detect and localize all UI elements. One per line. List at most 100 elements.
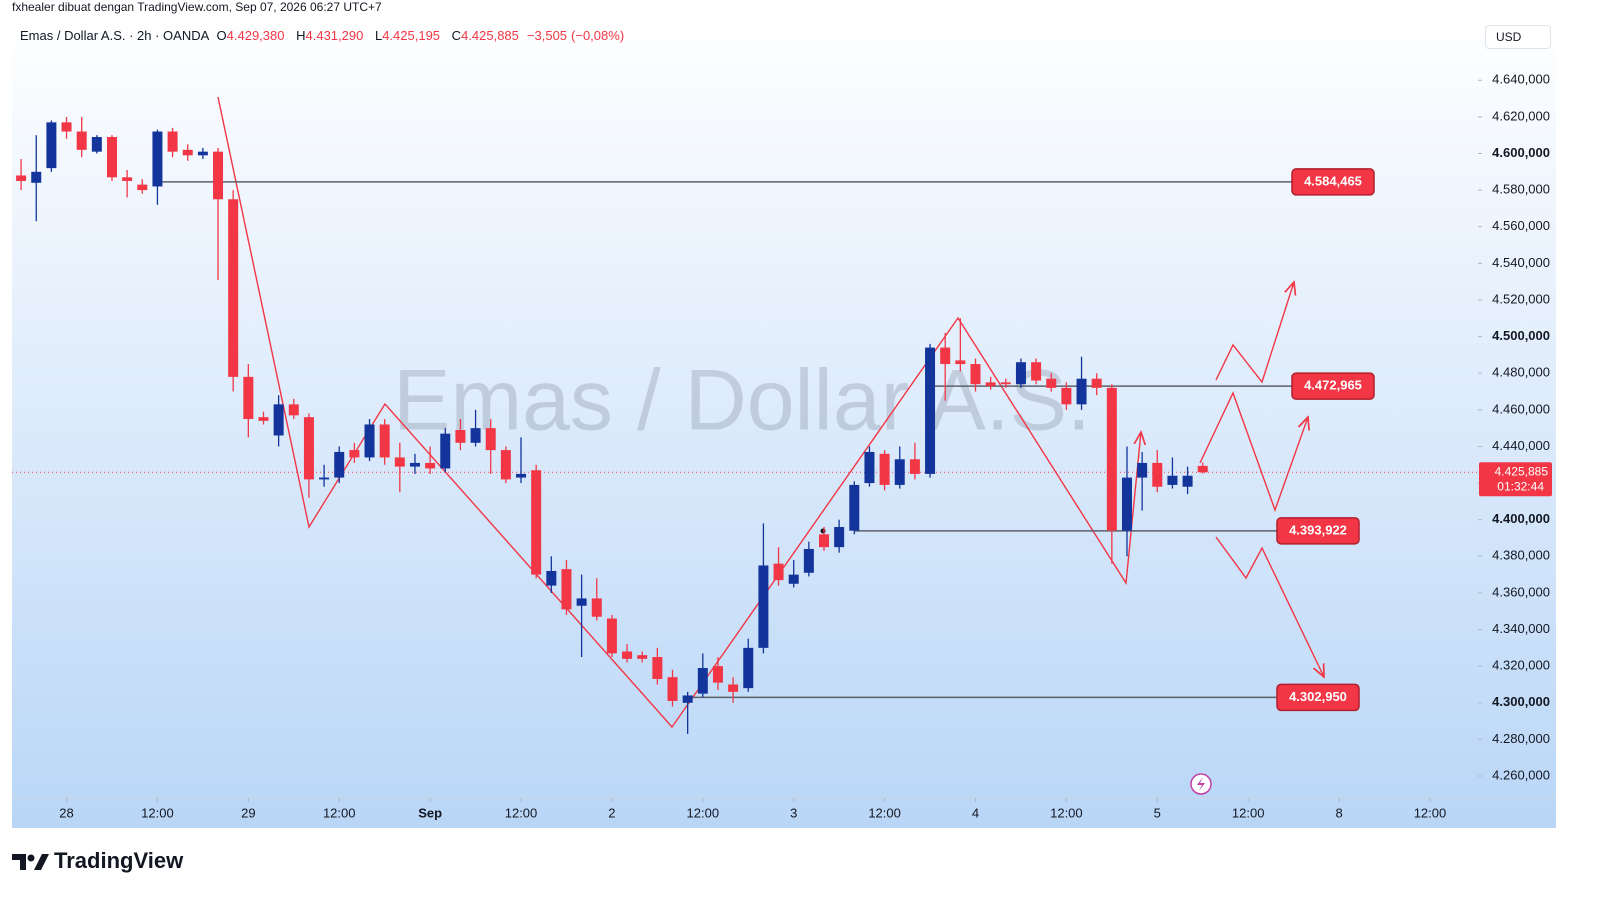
candle-body bbox=[1091, 378, 1102, 388]
change: −3,505 bbox=[526, 28, 568, 43]
candle-body bbox=[91, 137, 102, 152]
projection-arrow bbox=[1215, 282, 1294, 384]
candle-body bbox=[1137, 462, 1148, 478]
y-tick-label: 4.520,000 bbox=[1492, 291, 1550, 306]
candle-body bbox=[425, 462, 436, 469]
x-tick-label: 12:00 bbox=[1232, 805, 1265, 820]
candle-body bbox=[152, 131, 163, 187]
x-tick-label: 29 bbox=[241, 805, 255, 820]
y-tick-label: 4.260,000 bbox=[1492, 767, 1550, 782]
candle-body bbox=[743, 647, 754, 689]
candle-body bbox=[849, 484, 860, 531]
candle-body bbox=[606, 618, 617, 654]
candle-body bbox=[758, 565, 769, 648]
y-tick-label: 4.400,000 bbox=[1492, 511, 1550, 526]
ohlc-key: C bbox=[451, 28, 462, 43]
candle-body bbox=[258, 417, 269, 421]
ohlc-value: 4.429,380 bbox=[226, 28, 285, 43]
zigzag bbox=[217, 96, 1141, 729]
level-box bbox=[1291, 168, 1375, 196]
candle-body bbox=[122, 177, 133, 181]
candle-body bbox=[622, 651, 633, 659]
candle-body bbox=[712, 666, 723, 683]
candle-body bbox=[167, 131, 178, 152]
candle-body bbox=[1152, 462, 1163, 487]
projection-arrow bbox=[1199, 391, 1308, 513]
candle-body bbox=[228, 199, 239, 377]
y-tick-label: 4.600,000 bbox=[1492, 145, 1550, 160]
watermark: Emas / Dollar A.S. bbox=[393, 353, 1091, 449]
x-tick-label: 2 bbox=[608, 805, 615, 820]
candle-body bbox=[788, 574, 799, 584]
candle-body bbox=[485, 428, 496, 451]
x-tick-label: 12:00 bbox=[868, 805, 901, 820]
candle-body bbox=[182, 149, 193, 156]
y-tick-label: 4.640,000 bbox=[1492, 72, 1550, 87]
x-tick-label: 12:00 bbox=[687, 805, 720, 820]
level-label: 4.302,950 bbox=[1289, 689, 1347, 704]
y-tick-label: 4.460,000 bbox=[1492, 401, 1550, 416]
candle-body bbox=[728, 684, 739, 692]
y-tick-label: 4.500,000 bbox=[1492, 328, 1550, 343]
y-tick-label: 4.540,000 bbox=[1492, 255, 1550, 270]
candle-body bbox=[319, 477, 330, 480]
candle-body bbox=[955, 360, 966, 365]
y-tick-label: 4.300,000 bbox=[1492, 694, 1550, 709]
caption: fxhealer dibuat dengan TradingView.com, … bbox=[12, 0, 382, 14]
candle-body bbox=[197, 151, 208, 156]
candle-body bbox=[31, 171, 42, 183]
change-pct: (−0,08%) bbox=[571, 28, 625, 43]
x-tick-label: 28 bbox=[59, 805, 73, 820]
brand: TradingView bbox=[54, 848, 184, 873]
level-label: 4.584,465 bbox=[1304, 173, 1362, 188]
ohlc-key: L bbox=[374, 28, 383, 43]
ohlc-value: 4.431,290 bbox=[305, 28, 364, 43]
x-tick-label: 12:00 bbox=[1414, 805, 1447, 820]
x-tick-label: 5 bbox=[1154, 805, 1161, 820]
candle-body bbox=[516, 473, 527, 478]
marker-dot bbox=[820, 528, 826, 534]
ohlc-value: 4.425,195 bbox=[382, 28, 441, 43]
candle-body bbox=[1076, 378, 1087, 405]
candle-body bbox=[470, 428, 481, 443]
alert-bolt[interactable] bbox=[1197, 777, 1205, 791]
x-tick-label: 12:00 bbox=[1050, 805, 1083, 820]
level-label: 4.472,965 bbox=[1304, 378, 1362, 393]
level-box bbox=[1291, 372, 1375, 400]
x-tick-label: 12:00 bbox=[141, 805, 174, 820]
candle-body bbox=[409, 462, 420, 467]
x-tick-label: 8 bbox=[1335, 805, 1342, 820]
candle-body bbox=[1106, 387, 1117, 531]
candle-body bbox=[273, 404, 284, 436]
y-tick-label: 4.360,000 bbox=[1492, 584, 1550, 599]
candle-body bbox=[1046, 378, 1057, 388]
candle-body bbox=[879, 453, 890, 485]
ohlc-key: O bbox=[216, 28, 227, 43]
candle-body bbox=[546, 570, 557, 586]
candle-body bbox=[925, 347, 936, 474]
candle-body bbox=[1167, 475, 1178, 485]
candle-body bbox=[531, 470, 542, 575]
last-price-label: 4.425,885 bbox=[1495, 464, 1549, 478]
candle-body bbox=[894, 459, 905, 485]
candle-body bbox=[243, 376, 254, 419]
countdown: 01:32:44 bbox=[1497, 479, 1544, 493]
candle-body bbox=[667, 677, 678, 701]
candle-body bbox=[985, 382, 996, 387]
currency-button[interactable]: USD bbox=[1485, 25, 1551, 49]
level-label: 4.393,922 bbox=[1289, 522, 1347, 537]
y-tick-label: 4.320,000 bbox=[1492, 658, 1550, 673]
candle-body bbox=[697, 668, 708, 694]
y-tick-label: 4.560,000 bbox=[1492, 218, 1550, 233]
brand-logo bbox=[12, 854, 49, 870]
candle-body bbox=[137, 184, 148, 191]
x-tick-label: Sep bbox=[418, 805, 442, 820]
candle-body bbox=[1197, 465, 1208, 473]
candle-body bbox=[379, 424, 390, 458]
y-tick-label: 4.280,000 bbox=[1492, 731, 1550, 746]
level-box bbox=[1276, 517, 1360, 545]
alert-icon[interactable] bbox=[1190, 773, 1212, 795]
y-tick-label: 4.340,000 bbox=[1492, 621, 1550, 636]
candle-body bbox=[16, 175, 27, 181]
